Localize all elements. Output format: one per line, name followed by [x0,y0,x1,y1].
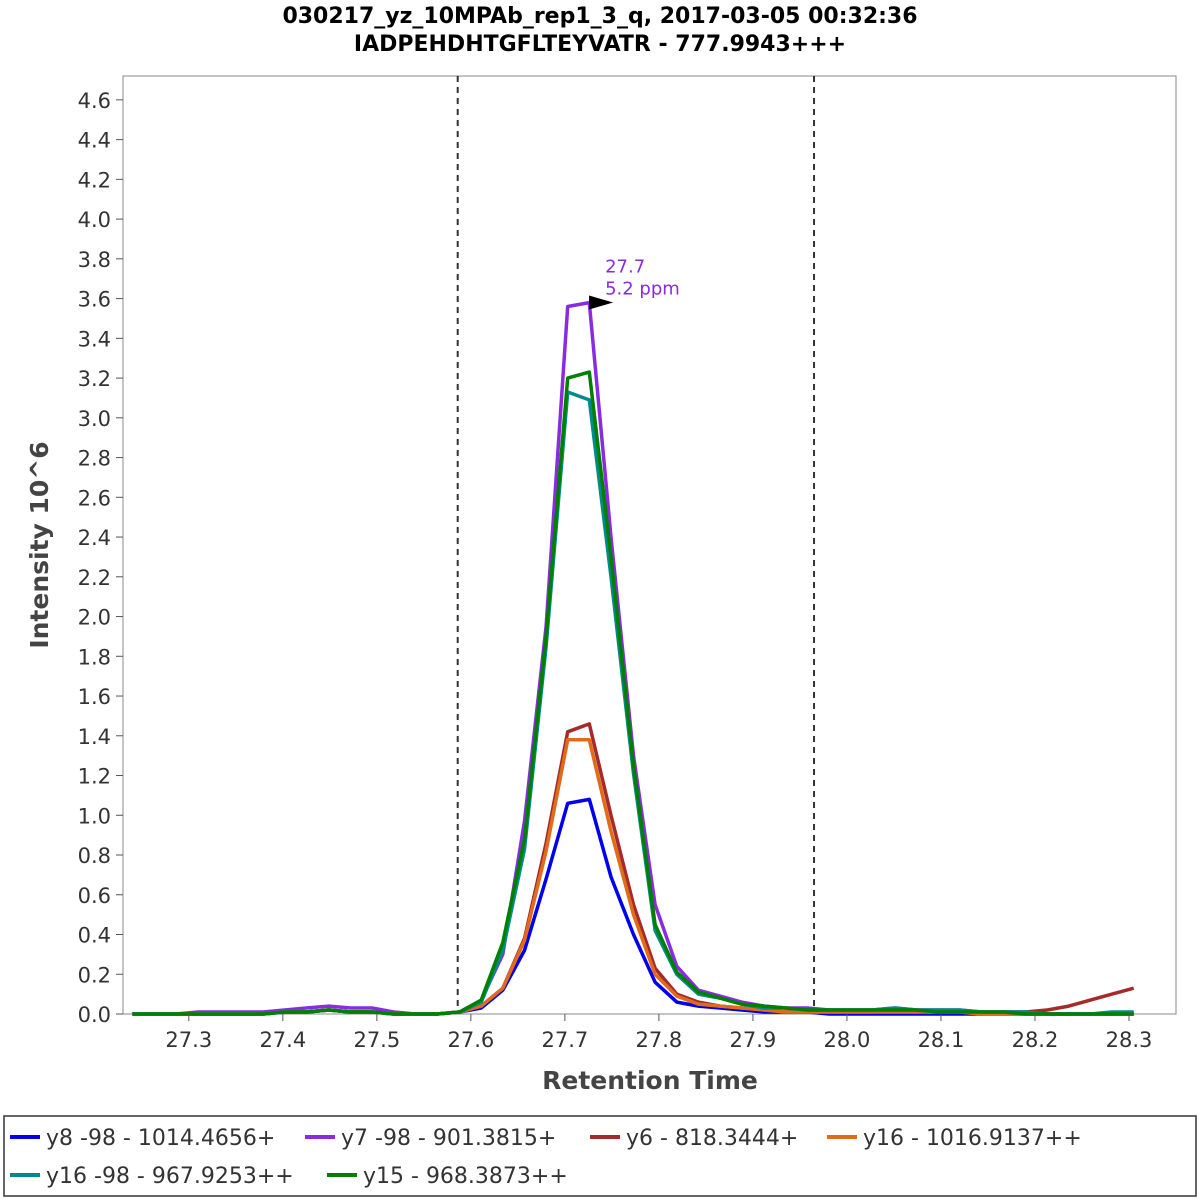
chart-subtitle: IADPEHDHTGFLTEYVATR - 777.9943+++ [354,32,846,57]
peak-rt-label: 27.7 [605,257,645,278]
legend-box [3,1115,1197,1197]
legend-label-5: y15 - 968.3873++ [363,1164,568,1189]
y-tick-label: 2.6 [78,486,111,510]
legend-label-0: y8 -98 - 1014.4656+ [46,1126,275,1151]
x-tick-label: 28.3 [1106,1028,1153,1052]
y-tick-label: 4.4 [78,129,111,153]
chart-title: 030217_yz_10MPAb_rep1_3_q, 2017-03-05 00… [282,4,917,29]
y-tick-label: 3.8 [78,248,111,272]
x-tick-label: 27.4 [259,1028,306,1052]
y-tick-label: 3.4 [78,327,111,351]
x-tick-label: 27.5 [353,1028,400,1052]
x-axis-title: Retention Time [542,1066,758,1095]
y-tick-label: 0.4 [78,924,111,948]
x-tick-label: 28.0 [824,1028,871,1052]
y-tick-label: 2.8 [78,447,111,471]
y-tick-label: 1.2 [78,765,111,789]
legend-label-2: y6 - 818.3444+ [626,1126,798,1151]
peak-ppm-label: 5.2 ppm [605,279,680,300]
y-tick-label: 1.8 [78,645,111,669]
x-tick-label: 28.2 [1012,1028,1059,1052]
y-axis-title: Intensity 10^6 [25,441,54,648]
y-tick-label: 2.2 [78,566,111,590]
x-tick-label: 27.6 [447,1028,494,1052]
x-tick-label: 27.9 [730,1028,777,1052]
x-tick-label: 27.8 [636,1028,683,1052]
y-tick-label: 1.0 [78,804,111,828]
legend-label-3: y16 - 1016.9137++ [863,1126,1082,1151]
series-line-5 [132,370,1134,1016]
y-tick-label: 4.2 [78,168,111,192]
y-tick-label: 1.6 [78,685,111,709]
legend-label-4: y16 -98 - 967.9253++ [46,1164,294,1189]
y-tick-label: 3.6 [78,288,111,312]
x-tick-label: 28.1 [918,1028,965,1052]
y-tick-label: 3.0 [78,407,111,431]
peak-marker-icon [589,295,614,310]
y-tick-label: 0.2 [78,963,111,987]
y-tick-label: 0.0 [78,1003,111,1027]
x-tick-label: 27.7 [542,1028,589,1052]
y-tick-label: 1.4 [78,725,111,749]
y-tick-label: 3.2 [78,367,111,391]
y-tick-label: 2.4 [78,526,111,550]
y-tick-label: 0.8 [78,844,111,868]
y-tick-label: 2.0 [78,606,111,630]
x-tick-label: 27.3 [165,1028,212,1052]
legend-label-1: y7 -98 - 901.3815+ [341,1126,556,1151]
y-tick-label: 4.0 [78,208,111,232]
y-tick-label: 4.6 [78,89,111,113]
y-tick-label: 0.6 [78,884,111,908]
